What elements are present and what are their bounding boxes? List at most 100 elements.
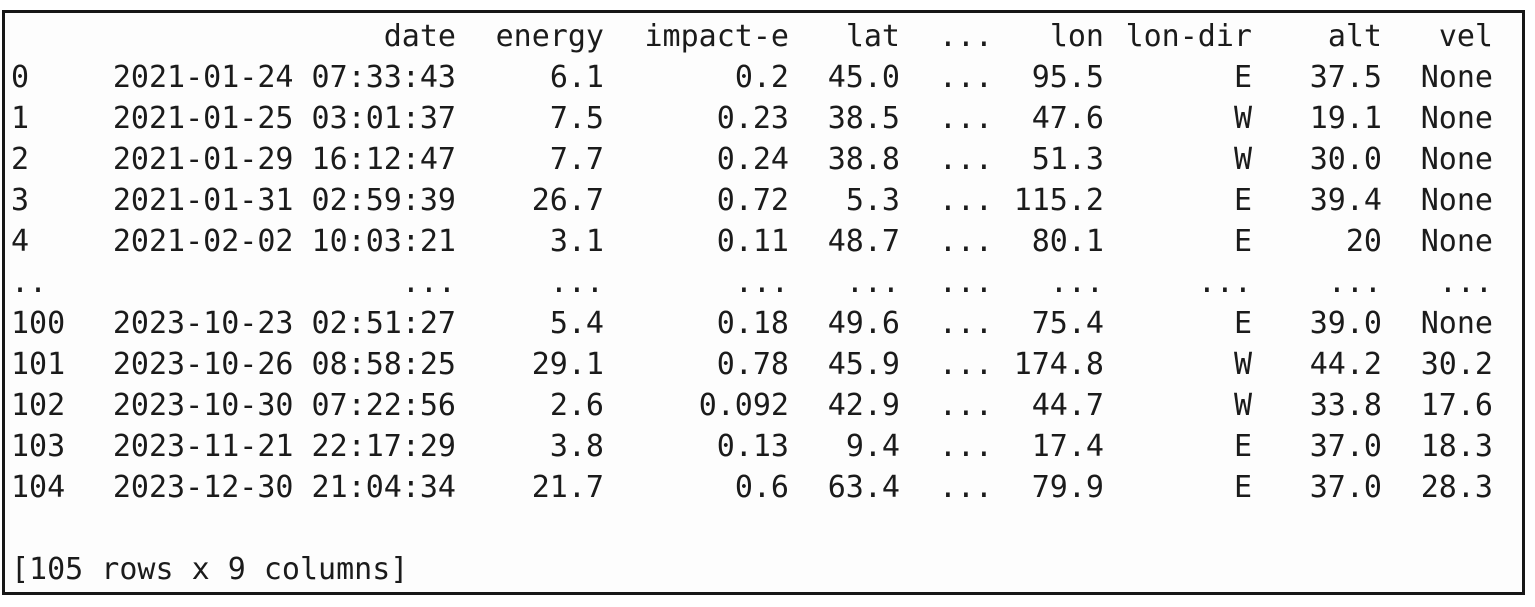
cell-lon-dir: E	[1233, 470, 1252, 505]
cell-lon: 51.3	[1031, 142, 1104, 177]
cell-alt: 20	[1345, 224, 1382, 259]
row-index: ..	[11, 265, 48, 300]
table-row: .. ... ... ... ... ... ... ... ... ...	[11, 262, 1516, 303]
console-output: date energy impact-e lat ... lon lon-dir…	[2, 10, 1525, 595]
cell-date: ...	[401, 265, 456, 300]
column-header-lon: lon	[1049, 19, 1104, 54]
cell-impact-e: 0.092	[698, 388, 789, 423]
cell-lat: 38.5	[827, 101, 900, 136]
blank-line	[11, 508, 1516, 549]
cell-lat: 42.9	[827, 388, 900, 423]
cell-impact-e: 0.78	[716, 347, 789, 382]
row-index: 0	[11, 60, 30, 95]
cell-alt: 39.0	[1309, 306, 1382, 341]
cell-energy: 2.6	[549, 388, 604, 423]
cell-vel: 17.6	[1420, 388, 1493, 423]
cell-alt: 37.0	[1309, 429, 1382, 464]
cell-impact-e: 0.6	[734, 470, 789, 505]
cell-truncation-dots: ...	[938, 183, 993, 218]
cell-lat: 63.4	[827, 470, 900, 505]
cell-lon: 79.9	[1031, 470, 1104, 505]
cell-lon-dir: W	[1233, 101, 1252, 136]
cell-lat: 48.7	[827, 224, 900, 259]
cell-alt: ...	[1327, 265, 1382, 300]
cell-energy: 26.7	[531, 183, 604, 218]
column-header-impact-e: impact-e	[644, 19, 790, 54]
column-header-vel: vel	[1438, 19, 1493, 54]
cell-truncation-dots: ...	[938, 60, 993, 95]
column-header-alt: alt	[1327, 19, 1382, 54]
cell-lon-dir: E	[1233, 306, 1252, 341]
dataframe-body: 0 2021-01-24 07:33:43 6.1 0.2 45.0 ... 9…	[11, 57, 1516, 508]
cell-lon: 80.1	[1031, 224, 1104, 259]
cell-lon-dir: E	[1233, 224, 1252, 259]
cell-energy: 3.8	[549, 429, 604, 464]
cell-energy: 21.7	[531, 470, 604, 505]
cell-date: 2023-10-30 07:22:56	[112, 388, 456, 423]
cell-lon: ...	[1049, 265, 1104, 300]
table-row: 4 2021-02-02 10:03:21 3.1 0.11 48.7 ... …	[11, 221, 1516, 262]
row-index: 100	[11, 306, 66, 341]
cell-energy: 29.1	[531, 347, 604, 382]
cell-lon-dir: W	[1233, 142, 1252, 177]
table-row: 102 2023-10-30 07:22:56 2.6 0.092 42.9 .…	[11, 385, 1516, 426]
cell-lon-dir: W	[1233, 347, 1252, 382]
row-index: 1	[11, 101, 30, 136]
cell-truncation-dots: ...	[938, 224, 993, 259]
cell-vel: ...	[1438, 265, 1493, 300]
cell-date: 2021-01-31 02:59:39	[112, 183, 456, 218]
cell-date: 2021-01-24 07:33:43	[112, 60, 456, 95]
cell-alt: 30.0	[1309, 142, 1382, 177]
column-header-lon-dir: lon-dir	[1125, 19, 1252, 54]
cell-vel: 28.3	[1420, 470, 1493, 505]
cell-truncation-dots: ...	[938, 347, 993, 382]
row-index: 101	[11, 347, 66, 382]
cell-alt: 37.5	[1309, 60, 1382, 95]
cell-vel: None	[1420, 60, 1493, 95]
table-row: 1 2021-01-25 03:01:37 7.5 0.23 38.5 ... …	[11, 98, 1516, 139]
cell-alt: 39.4	[1309, 183, 1382, 218]
cell-date: 2021-01-25 03:01:37	[112, 101, 456, 136]
cell-date: 2023-11-21 22:17:29	[112, 429, 456, 464]
cell-lon: 75.4	[1031, 306, 1104, 341]
cell-energy: 5.4	[549, 306, 604, 341]
cell-lon: 95.5	[1031, 60, 1104, 95]
cell-energy: ...	[549, 265, 604, 300]
table-row: 103 2023-11-21 22:17:29 3.8 0.13 9.4 ...…	[11, 426, 1516, 467]
cell-truncation-dots: ...	[938, 388, 993, 423]
cell-vel: None	[1420, 101, 1493, 136]
cell-truncation-dots: ...	[938, 265, 993, 300]
cell-truncation-dots: ...	[938, 142, 993, 177]
column-header-lat: lat	[845, 19, 900, 54]
cell-lon: 17.4	[1031, 429, 1104, 464]
cell-impact-e: 0.23	[716, 101, 789, 136]
cell-lat: 38.8	[827, 142, 900, 177]
cell-truncation-dots: ...	[938, 470, 993, 505]
table-row: 101 2023-10-26 08:58:25 29.1 0.78 45.9 .…	[11, 344, 1516, 385]
cell-vel: 18.3	[1420, 429, 1493, 464]
column-header-energy: energy	[495, 19, 604, 54]
cell-impact-e: 0.18	[716, 306, 789, 341]
cell-impact-e: 0.11	[716, 224, 789, 259]
cell-lat: 49.6	[827, 306, 900, 341]
index-column-header	[11, 16, 67, 57]
table-row: 100 2023-10-23 02:51:27 5.4 0.18 49.6 ..…	[11, 303, 1516, 344]
table-row: 0 2021-01-24 07:33:43 6.1 0.2 45.0 ... 9…	[11, 57, 1516, 98]
table-row: 104 2023-12-30 21:04:34 21.7 0.6 63.4 ..…	[11, 467, 1516, 508]
row-index: 2	[11, 142, 30, 177]
row-index: 4	[11, 224, 30, 259]
cell-lat: ...	[845, 265, 900, 300]
cell-lat: 45.9	[827, 347, 900, 382]
cell-date: 2023-10-26 08:58:25	[112, 347, 456, 382]
cell-vel: None	[1420, 224, 1493, 259]
cell-date: 2021-02-02 10:03:21	[112, 224, 456, 259]
cell-impact-e: 0.13	[716, 429, 789, 464]
row-index: 3	[11, 183, 30, 218]
cell-alt: 44.2	[1309, 347, 1382, 382]
cell-lon-dir: W	[1233, 388, 1252, 423]
cell-alt: 19.1	[1309, 101, 1382, 136]
cell-truncation-dots: ...	[938, 101, 993, 136]
cell-lon-dir: E	[1233, 183, 1252, 218]
cell-lat: 5.3	[845, 183, 900, 218]
cell-alt: 37.0	[1309, 470, 1382, 505]
